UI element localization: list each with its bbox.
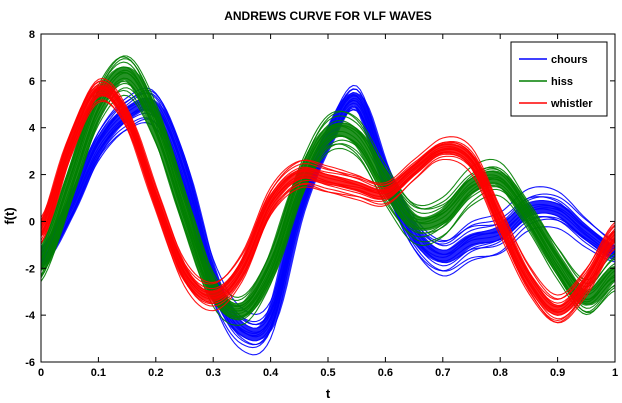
x-tick-label: 0.2 [148,367,163,379]
x-tick-label: 0.7 [435,367,450,379]
y-tick-label: -2 [25,263,35,275]
series-layer [41,55,615,356]
x-tick-label: 0.4 [263,367,279,379]
x-tick-label: 0.5 [320,367,335,379]
y-tick-label: 2 [29,170,35,182]
y-tick-label: 8 [29,29,35,41]
x-tick-label: 0 [38,367,44,379]
y-tick-label: -4 [25,310,36,322]
y-tick-label: 6 [29,76,35,88]
x-tick-label: 0.3 [206,367,221,379]
y-tick-label: -6 [25,357,35,369]
x-tick-label: 0.8 [493,367,508,379]
series-hiss [41,55,615,326]
y-tick-label: 0 [29,216,35,228]
x-tick-label: 0.1 [91,367,106,379]
legend: chours hiss whistler [510,41,608,117]
series-line-hiss [41,55,615,298]
y-axis: -6 -4 -2 0 2 4 6 8 [25,29,615,369]
x-axis: 0 0.1 0.2 0.3 0.4 0.5 0.6 0.7 0.8 0.9 1 [38,34,618,379]
legend-label-hiss: hiss [551,76,573,88]
chart-title: ANDREWS CURVE FOR VLF WAVES [224,9,432,23]
x-tick-label: 0.9 [550,367,565,379]
series-core-whistler [41,84,615,316]
legend-label-whistler: whistler [550,98,593,110]
y-tick-label: 4 [29,123,36,135]
legend-label-chours: chours [551,54,588,66]
x-tick-label: 1 [612,367,618,379]
series-whistler [41,77,615,324]
y-axis-label: f(t) [2,207,17,224]
series-line-hiss [41,89,615,326]
series-core-hiss [41,66,615,319]
x-tick-label: 0.6 [378,367,393,379]
x-axis-label: t [326,386,331,401]
